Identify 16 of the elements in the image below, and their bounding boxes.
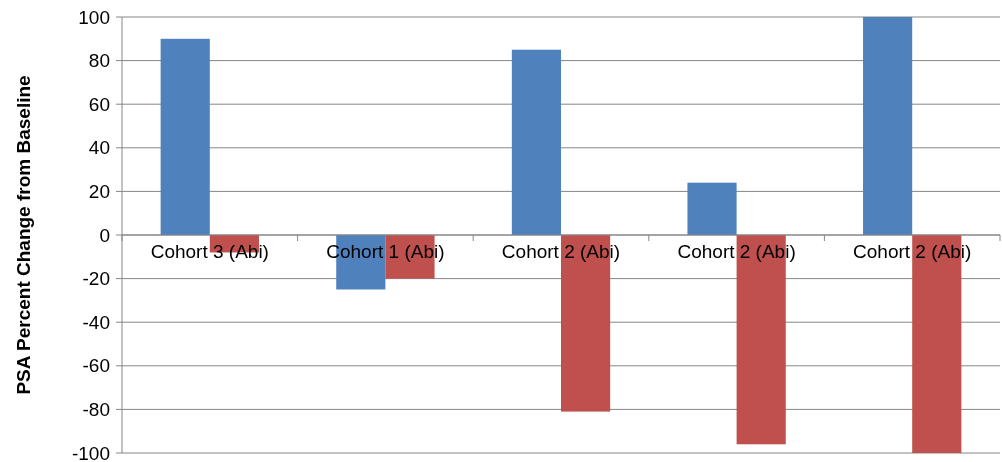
y-tick-label: 0 xyxy=(99,224,110,246)
y-tick-label: -60 xyxy=(82,355,110,377)
y-tick-label: -80 xyxy=(82,399,110,421)
bar xyxy=(863,17,913,235)
y-tick-label: 20 xyxy=(88,181,110,203)
y-tick-label: 60 xyxy=(88,93,110,115)
y-tick-label: -100 xyxy=(71,442,110,462)
y-tick-label: 40 xyxy=(88,137,110,159)
y-axis-title: PSA Percent Change from Baseline xyxy=(13,75,34,395)
bar xyxy=(687,182,737,235)
y-tick-label: -40 xyxy=(82,311,110,333)
y-tick-label: 80 xyxy=(88,50,110,72)
y-tick-label: 100 xyxy=(78,6,110,28)
bar xyxy=(511,49,561,235)
bar xyxy=(160,38,210,235)
y-tick-label: -20 xyxy=(82,268,110,290)
